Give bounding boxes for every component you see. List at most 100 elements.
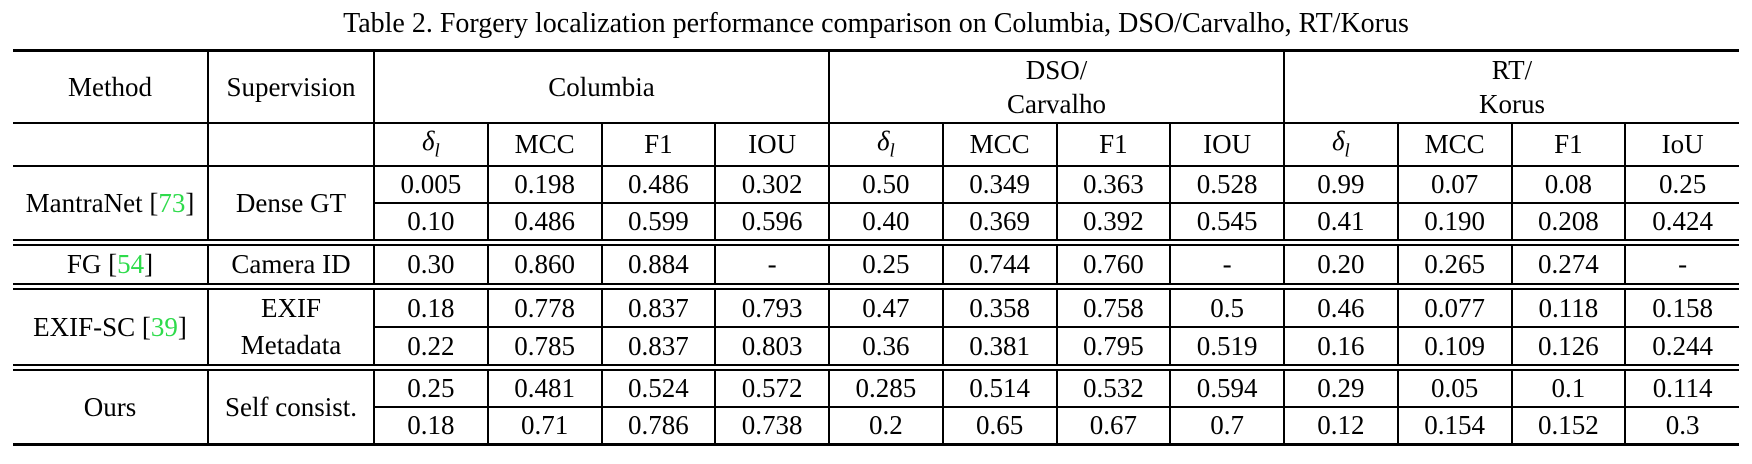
metric-label: IoU [1661, 129, 1704, 159]
method-label: ] [144, 249, 154, 280]
citation-link[interactable]: 73 [158, 187, 186, 218]
metric-value-cell: 0.369 [941, 202, 1058, 244]
group-header-row: Method Supervision Columbia DSO/Carvalho… [13, 49, 1739, 124]
metric-value-cell: 0.2 [828, 406, 944, 446]
metric-label: IOU [748, 129, 797, 159]
supervision-label: Metadata [240, 330, 342, 360]
method-cell-ours: Ours [13, 364, 209, 446]
metric-value-cell: 0.71 [486, 406, 603, 446]
method-label: ] [177, 311, 187, 342]
metric-value-cell: 0.152 [1510, 406, 1627, 446]
metric-value-cell: 0.596 [714, 202, 830, 244]
metric-label: F1 [1099, 129, 1128, 159]
metric-label: F1 [1554, 129, 1583, 159]
table-row-ours-2: 0.18 0.71 0.786 0.738 0.2 0.65 0.67 0.7 … [13, 406, 1739, 446]
table-row-ours-1: Ours Self consist. 0.25 0.481 0.524 0.57… [13, 364, 1739, 446]
metric-value-cell: 0.16 [1283, 326, 1399, 369]
metric-header-iou: IOU [1169, 122, 1285, 167]
metric-value-cell: 0.47 [828, 283, 944, 328]
metric-header-iou: IoU [1624, 122, 1739, 167]
metric-header-f1: F1 [1510, 122, 1627, 167]
metric-value-cell: 0.358 [941, 283, 1058, 328]
metric-value-cell: 0.519 [1169, 326, 1285, 369]
table-row-exifsc-1: EXIF-SC [39] EXIF Metadata 0.18 0.778 0.8… [13, 283, 1739, 369]
metric-value-cell: 0.126 [1510, 326, 1627, 369]
method-cell-fg: FG [54] [13, 239, 209, 288]
metric-value-cell: 0.760 [1055, 239, 1172, 288]
metric-value-cell: 0.41 [1283, 202, 1399, 244]
metric-value-cell: - [1169, 239, 1285, 288]
metric-value-cell: 0.154 [1396, 406, 1513, 446]
metric-header-delta: δl [828, 122, 944, 167]
header-group-dso-carvalho: DSO/Carvalho [828, 49, 1285, 124]
metric-value-cell: 0.36 [828, 326, 944, 369]
method-label: MantraNet [ [25, 187, 159, 218]
delta-symbol: δ [876, 126, 890, 157]
metric-value-cell: 0.803 [714, 326, 830, 369]
citation-link[interactable]: 39 [150, 311, 178, 342]
supervision-label: Camera ID [231, 249, 351, 280]
method-label: Ours [83, 391, 137, 422]
metric-value-cell: 0.392 [1055, 202, 1172, 244]
metric-value-cell: 0.837 [600, 326, 717, 369]
results-table: Method Supervision Columbia DSO/Carvalho… [13, 49, 1739, 446]
metric-value-cell: 0.25 [828, 239, 944, 288]
metric-value-cell: 0.524 [600, 364, 717, 408]
metric-value-cell: 0.424 [1624, 202, 1739, 244]
table-row-exifsc-2: 0.22 0.785 0.837 0.803 0.36 0.381 0.795 … [13, 326, 1739, 369]
metric-value-cell: 0.29 [1283, 364, 1399, 408]
metric-value-cell: 0.274 [1510, 239, 1627, 288]
group-label-line: RT/ [1491, 55, 1533, 85]
metric-value-cell: 0.99 [1283, 165, 1399, 204]
supervision-cell: Dense GT [207, 165, 375, 244]
supervision-label: Self consist. [225, 391, 357, 422]
metric-value-cell: 0.758 [1055, 283, 1172, 328]
group-label-line: DSO/ [1025, 55, 1088, 85]
metric-value-cell: 0.7 [1169, 406, 1285, 446]
metric-value-cell: 0.486 [486, 202, 603, 244]
metric-value-cell: 0.785 [486, 326, 603, 369]
metric-value-cell: 0.884 [600, 239, 717, 288]
metric-value-cell: 0.381 [941, 326, 1058, 369]
metric-header-mcc: MCC [486, 122, 603, 167]
metric-value-cell: 0.532 [1055, 364, 1172, 408]
metric-value-cell: 0.109 [1396, 326, 1513, 369]
method-label: FG [ [66, 249, 118, 280]
metric-value-cell: 0.18 [374, 406, 489, 446]
metric-value-cell: 0.793 [714, 283, 830, 328]
group-label-line: Carvalho [1007, 89, 1106, 119]
supervision-cell: EXIF Metadata [207, 283, 375, 369]
supervision-label: Dense GT [235, 187, 347, 218]
method-cell-mantranet: MantraNet [73] [13, 165, 209, 244]
citation-link[interactable]: 54 [117, 249, 145, 280]
metric-value-cell: 0.486 [600, 165, 717, 204]
metric-value-cell: 0.599 [600, 202, 717, 244]
subheader-empty-method [13, 122, 209, 167]
metric-header-delta: δl [373, 122, 489, 167]
metric-value-cell: 0.528 [1169, 165, 1285, 204]
metric-value-cell: 0.3 [1624, 406, 1739, 446]
metric-value-cell: 0.208 [1510, 202, 1627, 244]
metric-value-cell: 0.5 [1169, 283, 1285, 328]
delta-subscript: l [434, 140, 440, 162]
supervision-label: EXIF [261, 293, 321, 324]
metric-header-iou: IOU [714, 122, 830, 167]
header-group-rt-korus: RT/Korus [1283, 49, 1739, 124]
metric-value-cell: 0.514 [941, 364, 1058, 408]
metric-value-cell: - [1624, 239, 1739, 288]
delta-symbol: δ [1331, 126, 1345, 157]
metric-value-cell: 0.114 [1624, 364, 1739, 408]
metric-value-cell: 0.198 [486, 165, 603, 204]
metric-value-cell: 0.30 [373, 239, 489, 288]
metric-header-f1: F1 [600, 122, 717, 167]
metric-value-cell: 0.244 [1624, 326, 1739, 369]
metric-value-cell: 0.481 [486, 364, 603, 408]
metric-value-cell: 0.22 [374, 326, 489, 369]
metric-value-cell: 0.1 [1510, 364, 1627, 408]
metric-value-cell: 0.65 [941, 406, 1058, 446]
metric-value-cell: 0.837 [600, 283, 717, 328]
metric-value-cell: 0.12 [1283, 406, 1399, 446]
group-label-line: Columbia [548, 72, 655, 102]
metric-value-cell: 0.118 [1510, 283, 1627, 328]
metric-value-cell: 0.50 [828, 165, 944, 204]
